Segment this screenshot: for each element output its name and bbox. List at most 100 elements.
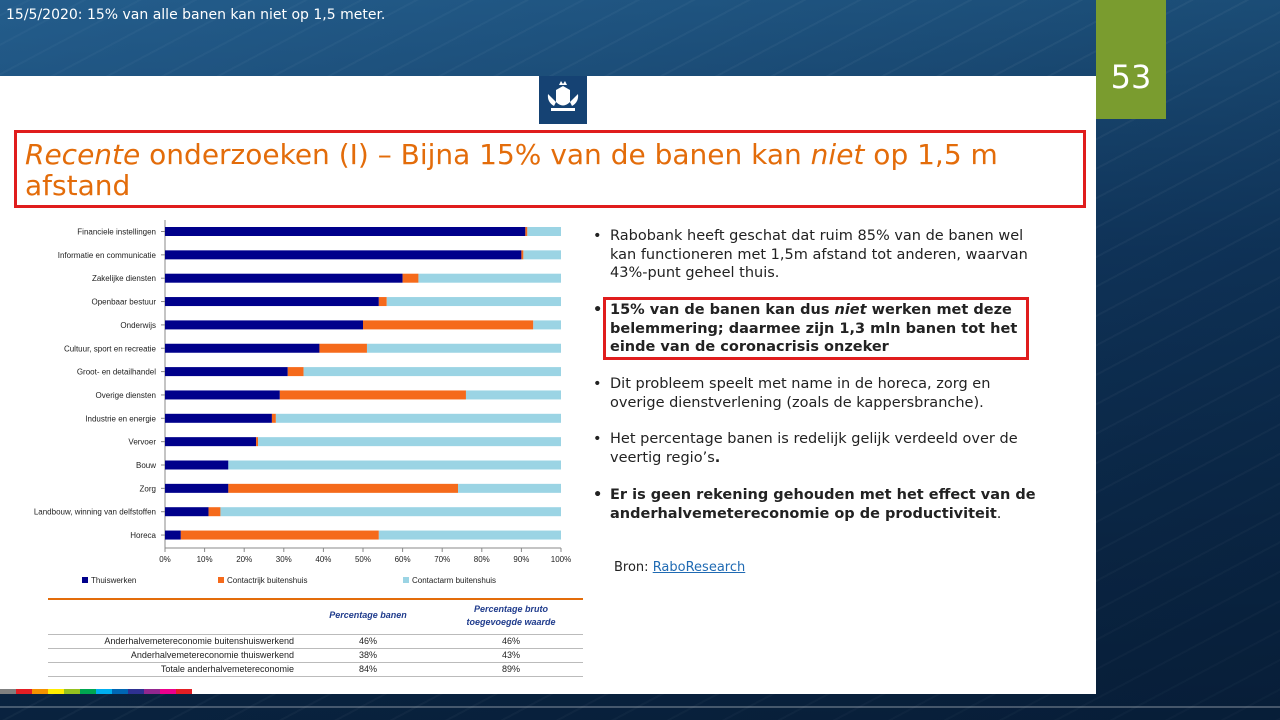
chart-category-label: Openbaar bestuur bbox=[92, 298, 157, 307]
source-line: Bron: RaboResearch bbox=[614, 560, 746, 575]
chart-category-label: Cultuur, sport en recreatie bbox=[64, 344, 157, 353]
table-rule bbox=[48, 662, 583, 663]
bullet-5: Er is geen rekening gehouden met het eff… bbox=[593, 486, 1040, 523]
color-strip-segment bbox=[80, 689, 96, 694]
color-strip bbox=[0, 689, 192, 694]
chart-bar bbox=[458, 483, 561, 493]
chart-bar bbox=[228, 483, 459, 493]
table-cell: 43% bbox=[501, 650, 520, 660]
footer-rule bbox=[0, 706, 1280, 708]
page-number: 53 bbox=[1110, 58, 1152, 96]
chart-bar bbox=[165, 530, 181, 540]
chart-bar bbox=[418, 273, 561, 283]
chart-category-label: Horeca bbox=[130, 531, 156, 540]
color-strip-segment bbox=[96, 689, 112, 694]
slide-title: Recente onderzoeken (I) – Bijna 15% van … bbox=[25, 138, 998, 202]
chart-bar bbox=[165, 320, 363, 330]
chart-category-label: Bouw bbox=[136, 461, 156, 470]
chart-x-tick-label: 0% bbox=[159, 555, 171, 564]
color-strip-segment bbox=[160, 689, 176, 694]
chart-bar bbox=[366, 343, 561, 353]
chart-bar bbox=[208, 507, 221, 517]
chart-bar bbox=[165, 483, 229, 493]
chart-svg: Financiele instellingen Informatie en com… bbox=[34, 220, 571, 585]
table-cell: 46% bbox=[501, 636, 520, 646]
table-rule bbox=[48, 648, 583, 649]
chart-x-tick-label: 30% bbox=[276, 555, 292, 564]
color-strip-segment bbox=[128, 689, 144, 694]
chart-category-label: Zakelijke diensten bbox=[92, 274, 156, 283]
slide-content: Recente onderzoeken (I) – Bijna 15% van … bbox=[0, 76, 1096, 694]
chart-category-label: Groot- en detailhandel bbox=[77, 368, 156, 377]
chart-bar bbox=[287, 367, 304, 377]
chart-bar bbox=[228, 460, 562, 470]
chart-bar bbox=[386, 297, 561, 307]
chart-x-tick-label: 60% bbox=[395, 555, 411, 564]
chart-x-tick-label: 10% bbox=[197, 555, 213, 564]
chart-bar bbox=[165, 413, 272, 423]
chart-category-label: Overige diensten bbox=[96, 391, 156, 400]
chart-bar bbox=[165, 250, 522, 260]
chart-bar bbox=[402, 273, 419, 283]
chart-bar bbox=[165, 343, 320, 353]
bullet-3: Dit probleem speelt met name in de horec… bbox=[593, 375, 1040, 412]
color-strip-segment bbox=[64, 689, 80, 694]
chart-legend-label: Thuiswerken bbox=[91, 576, 136, 585]
chart-bar bbox=[527, 227, 561, 236]
chart-bar bbox=[525, 227, 528, 236]
chart-bar bbox=[521, 250, 524, 260]
chart-x-tick-label: 100% bbox=[551, 555, 571, 564]
table-row-label: Totale anderhalvemetereconomie bbox=[160, 664, 294, 674]
chart-bar bbox=[258, 437, 561, 447]
chart-category-label: Financiele instellingen bbox=[77, 228, 156, 237]
chart-bar bbox=[256, 437, 259, 447]
slide-caption: 15/5/2020: 15% van alle banen kan niet o… bbox=[6, 7, 386, 23]
color-strip-segment bbox=[48, 689, 64, 694]
chart-x-tick-label: 70% bbox=[434, 555, 450, 564]
table-header-percentage-gva: Percentage bruto toegevoegde waarde bbox=[466, 604, 556, 627]
chart-bar bbox=[275, 413, 561, 423]
chart-category-label: Industrie en energie bbox=[85, 414, 156, 423]
chart-bar bbox=[465, 390, 561, 400]
chart-bar bbox=[165, 437, 257, 447]
chart-bar bbox=[165, 297, 379, 307]
chart-x-tick-label: 20% bbox=[236, 555, 252, 564]
table-row-label: Anderhalvemetereconomie buitenshuiswerke… bbox=[104, 636, 294, 646]
color-strip-segment bbox=[112, 689, 128, 694]
bullet-4: Het percentage banen is redelijk gelijk … bbox=[593, 430, 1040, 467]
page-number-badge bbox=[1096, 0, 1166, 119]
table-cell: 89% bbox=[501, 664, 520, 674]
dutch-coat-of-arms-icon bbox=[539, 76, 587, 124]
slide-title-box: Recente onderzoeken (I) – Bijna 15% van … bbox=[14, 130, 1086, 208]
chart-legend-swatch bbox=[403, 577, 409, 583]
chart-x-tick-label: 50% bbox=[355, 555, 371, 564]
chart-bar bbox=[378, 530, 561, 540]
chart-bar bbox=[180, 530, 379, 540]
table-cell: 84% bbox=[358, 664, 377, 674]
bullet-2: 15% van de banen kan dus niet werken met… bbox=[593, 301, 1025, 357]
chart-bar bbox=[165, 390, 280, 400]
chart-bar bbox=[363, 320, 534, 330]
chart-bar bbox=[271, 413, 276, 423]
bullet-1: Rabobank heeft geschat dat ruim 85% van … bbox=[593, 227, 1040, 283]
chart-bar bbox=[165, 460, 229, 470]
chart-x-tick-label: 90% bbox=[513, 555, 529, 564]
chart-bar bbox=[165, 227, 526, 236]
table-rule bbox=[48, 634, 583, 635]
chart-category-label: Landbouw, winning van delfstoffen bbox=[34, 508, 156, 517]
chart-category-label: Vervoer bbox=[128, 438, 156, 447]
table-top-rule bbox=[48, 598, 583, 600]
chart-x-tick-label: 80% bbox=[474, 555, 490, 564]
chart-bar bbox=[523, 250, 561, 260]
chart-bar bbox=[165, 273, 403, 283]
chart-legend-swatch bbox=[82, 577, 88, 583]
source-link[interactable]: RaboResearch bbox=[652, 560, 746, 575]
table-rule bbox=[48, 676, 583, 677]
table-row-label: Anderhalvemetereconomie thuiswerkend bbox=[130, 650, 294, 660]
chart-bar bbox=[303, 367, 561, 377]
chart-bar bbox=[378, 297, 387, 307]
chart-legend-label: Contactrijk buitenshuis bbox=[227, 576, 307, 585]
chart-bar bbox=[279, 390, 466, 400]
color-strip-segment bbox=[144, 689, 160, 694]
chart-bar bbox=[220, 507, 561, 517]
